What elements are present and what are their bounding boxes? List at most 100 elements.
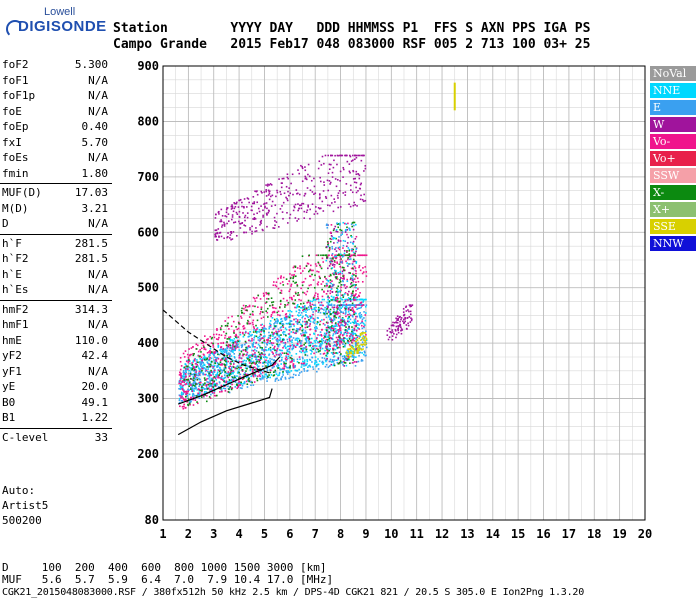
echo-point [277, 328, 280, 331]
echo-point [339, 279, 341, 281]
echo-point [218, 374, 220, 377]
echo-point [344, 308, 347, 310]
echo-point [255, 356, 258, 359]
echo-point [233, 356, 236, 358]
echo-point [226, 222, 228, 225]
echo-point [322, 280, 324, 283]
echo-point [306, 290, 309, 293]
echo-point [246, 347, 249, 350]
echo-point [270, 184, 273, 186]
echo-point [240, 315, 242, 318]
echo-point [217, 343, 219, 345]
echo-point [363, 170, 365, 172]
echo-point [262, 209, 264, 212]
x-tick-label: 14 [486, 527, 500, 541]
echo-point [340, 284, 343, 286]
echo-point [218, 363, 220, 366]
echo-point [339, 360, 342, 362]
echo-point [230, 231, 233, 233]
echo-point [236, 328, 238, 331]
echo-point [252, 353, 254, 356]
echo-point [332, 229, 335, 232]
echo-point [257, 358, 260, 361]
echo-point [271, 200, 274, 203]
echo-point [353, 319, 356, 321]
echo-point [232, 210, 235, 213]
echo-point [230, 232, 233, 234]
echo-point [274, 224, 276, 227]
legend-item: E [650, 100, 696, 115]
echo-point [273, 216, 276, 219]
echo-point [338, 308, 340, 310]
echo-point [285, 352, 288, 355]
echo-point [362, 271, 365, 273]
echo-point [264, 202, 266, 205]
echo-point [250, 334, 252, 337]
echo-point [336, 278, 339, 280]
echo-point [305, 348, 308, 351]
echo-point [341, 277, 344, 280]
echo-point [341, 256, 344, 258]
echo-point [339, 290, 341, 292]
echo-point [229, 371, 232, 373]
echo-point [269, 320, 272, 322]
echo-point [227, 316, 230, 319]
echo-point [287, 302, 290, 304]
echo-point [215, 213, 217, 216]
echo-point [275, 353, 278, 356]
echo-point [180, 391, 183, 394]
echo-point [246, 212, 249, 214]
echo-point [307, 163, 310, 166]
echo-point [184, 370, 187, 372]
echo-point [352, 294, 355, 297]
echo-point [305, 322, 307, 325]
echo-point [306, 320, 308, 323]
echo-point [178, 374, 181, 376]
echo-point [258, 331, 261, 333]
echo-point [359, 298, 362, 301]
echo-point [308, 284, 311, 287]
echo-point [335, 352, 337, 354]
echo-point [259, 371, 261, 373]
echo-point [341, 361, 343, 364]
echo-point [265, 328, 267, 330]
echo-point [347, 342, 350, 345]
echo-point [279, 292, 282, 294]
echo-point [341, 279, 344, 282]
echo-point [355, 298, 358, 301]
echo-point [251, 362, 254, 364]
echo-point [352, 260, 355, 263]
echo-point [326, 355, 328, 358]
echo-point [254, 331, 257, 333]
echo-point [289, 335, 291, 338]
echo-point [259, 359, 261, 362]
echo-point [344, 240, 347, 243]
echo-point [227, 322, 229, 325]
echo-point [247, 354, 250, 357]
echo-point [248, 316, 251, 318]
echo-point [340, 331, 342, 334]
echo-point [307, 325, 309, 328]
echo-point [193, 359, 196, 362]
echo-point [222, 352, 225, 355]
echo-point [333, 363, 335, 365]
echo-point [193, 369, 196, 371]
echo-point [344, 154, 346, 157]
echo-point [195, 348, 198, 350]
echo-point [232, 331, 235, 333]
echo-point [235, 333, 237, 336]
echo-point [298, 207, 300, 210]
echo-point [336, 361, 339, 364]
echo-point [334, 348, 337, 351]
echo-point [336, 338, 339, 341]
echo-point [220, 328, 222, 331]
echo-point [200, 396, 203, 398]
echo-point [338, 336, 341, 339]
echo-point [268, 184, 271, 186]
echo-point [204, 370, 207, 373]
echo-point [231, 216, 234, 218]
echo-point [335, 316, 337, 319]
echo-point [313, 340, 316, 342]
echo-point [338, 263, 341, 266]
echo-point [232, 351, 234, 353]
